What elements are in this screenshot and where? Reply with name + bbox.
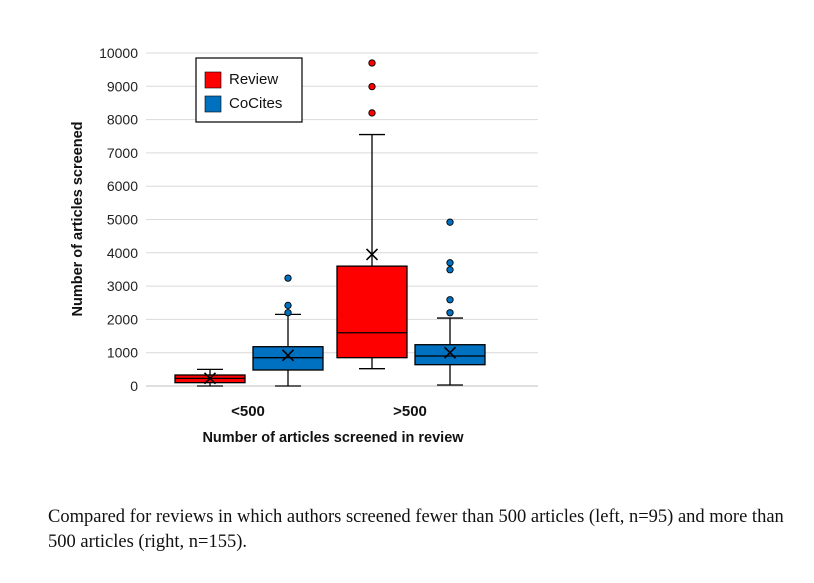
y-tick-label: 1000 <box>107 345 138 361</box>
outlier-point <box>446 296 454 304</box>
outlier-point <box>446 266 454 274</box>
box-plot-chart: 0 1000 2000 3000 4000 5000 6000 7000 8000 9000 100… <box>70 45 538 446</box>
box-cocites-lt500 <box>252 274 324 387</box>
y-tick-label: 4000 <box>107 245 138 261</box>
outlier-point <box>446 259 454 267</box>
y-tick-label: 5000 <box>107 212 138 228</box>
y-tick-label: 3000 <box>107 278 138 294</box>
x-category-label: <500 <box>231 403 265 420</box>
gridlines <box>146 52 538 387</box>
outlier-point <box>446 309 454 317</box>
box <box>414 344 486 366</box>
y-tick-label: 10000 <box>99 45 138 61</box>
outlier-point <box>284 309 292 317</box>
outlier-point <box>284 274 292 282</box>
box-plot-series <box>174 59 486 387</box>
y-tick-labels: 0 1000 2000 3000 4000 5000 6000 7000 8000 9000 100… <box>99 45 138 394</box>
y-tick-label: 2000 <box>107 311 138 327</box>
mean-marker <box>281 349 295 362</box>
outlier-point <box>368 59 376 67</box>
legend-swatch-review <box>204 71 222 89</box>
y-tick-label: 9000 <box>107 78 138 94</box>
x-category-labels: <500 >500 <box>231 403 427 420</box>
y-tick-label: 8000 <box>107 112 138 128</box>
box <box>252 346 324 371</box>
mean-marker <box>365 248 379 261</box>
x-category-label: >500 <box>393 403 427 420</box>
legend-label-review: Review <box>229 71 278 88</box>
outlier-point <box>284 301 292 310</box>
box-cocites-gt500 <box>414 218 486 386</box>
legend: Review CoCites <box>195 57 303 123</box>
mean-marker <box>443 346 457 359</box>
legend-label-cocites: CoCites <box>229 95 282 112</box>
y-tick-label: 6000 <box>107 178 138 194</box>
x-axis-label: Number of articles screened in review <box>202 430 464 446</box>
figure-caption: Compared for reviews in which authors sc… <box>48 507 784 552</box>
outlier-point <box>446 218 454 226</box>
mean-marker <box>203 372 217 385</box>
box-review-lt500 <box>174 368 246 387</box>
legend-swatch-cocites <box>204 95 222 113</box>
outlier-point <box>368 82 376 91</box>
legend-frame <box>195 57 303 123</box>
y-tick-label: 7000 <box>107 145 138 161</box>
box-review-gt500 <box>336 59 408 370</box>
box <box>336 265 408 359</box>
y-axis-label: Number of articles screened <box>70 121 86 316</box>
y-tick-label: 0 <box>130 378 138 394</box>
outlier-point <box>368 109 376 117</box>
